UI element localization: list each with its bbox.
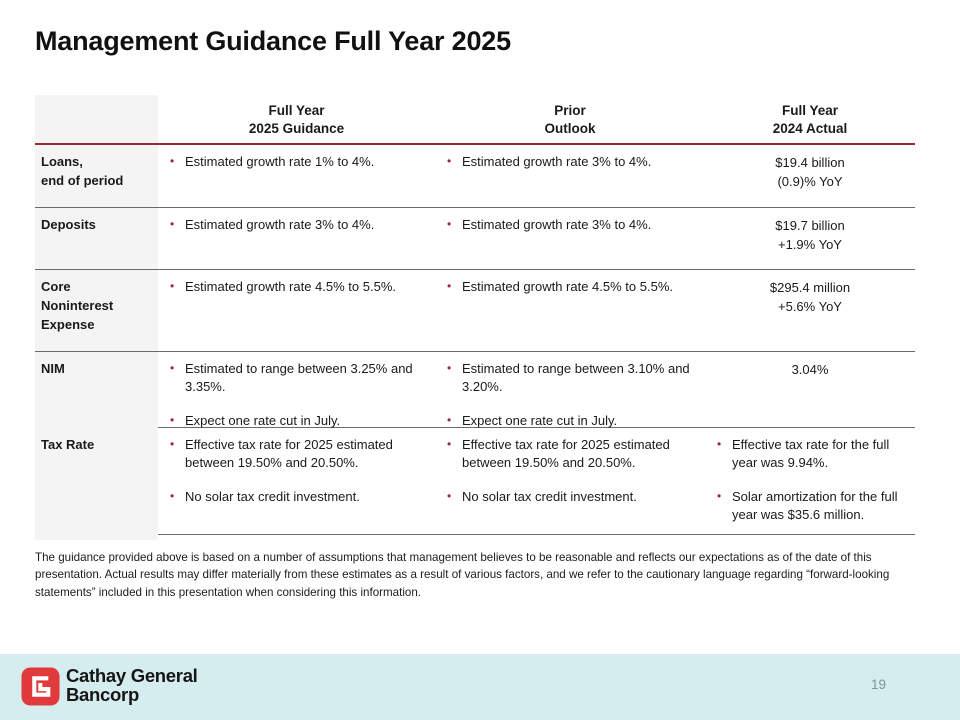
cell-2025-guidance: • Estimated growth rate 1% to 4%. (158, 145, 435, 207)
row-label: Loans, end of period (35, 145, 158, 207)
bullet-item: • Effective tax rate for 2025 estimated b… (447, 436, 691, 471)
bullet-item: • Estimated to range between 3.10% and 3.… (447, 360, 691, 395)
guidance-bullets: • Estimated growth rate 3% to 4%. (170, 216, 421, 234)
bullet-item: • Expect one rate cut in July. (170, 412, 421, 430)
bullet-text: Estimated growth rate 3% to 4%. (185, 217, 375, 232)
bullet-text: Estimated growth rate 4.5% to 5.5%. (462, 279, 673, 294)
table-row: Core Noninterest Expense • Estimated growt… (35, 270, 915, 352)
header-cell-prior-outlook: Prior Outlook (544, 103, 596, 137)
table-body: Loans, end of period • Estimated growth ra… (35, 145, 915, 541)
cell-prior-outlook: • Estimated to range between 3.10% and 3.… (435, 352, 705, 447)
bullet-text: Effective tax rate for the full year was… (732, 437, 890, 470)
prior-bullets: • Estimated to range between 3.10% and 3.… (447, 360, 691, 430)
bullet-text: Effective tax rate for 2025 estimated be… (185, 437, 393, 470)
bullet-icon: • (447, 154, 452, 168)
table-row: Tax Rate • Effective tax rate for 2025 est… (35, 428, 915, 541)
bullet-text: Expect one rate cut in July. (185, 413, 341, 429)
bullet-text: Estimated to range between 3.10% and 3.2… (462, 361, 690, 394)
row-label: Core Noninterest Expense (35, 270, 158, 351)
bullet-text: Estimated growth rate 3% to 4%. (462, 217, 652, 232)
brand-line1: Cathay General (66, 665, 198, 686)
bullet-item: • Estimated growth rate 3% to 4%. (447, 216, 691, 234)
cell-2025-guidance: • Effective tax rate for 2025 estimated b… (158, 428, 435, 540)
footer-bar: Cathay General Bancorp 19 (0, 654, 960, 720)
guidance-bullets: • Effective tax rate for 2025 estimated b… (170, 436, 421, 506)
actual-bullets: • Effective tax rate for the full year wa… (717, 436, 901, 523)
bullet-item: • Estimated growth rate 4.5% to 5.5%. (447, 278, 691, 296)
bullet-item: • Estimated growth rate 1% to 4%. (170, 153, 421, 171)
bullet-item: • Effective tax rate for the full year wa… (717, 436, 901, 471)
bullet-text: Effective tax rate for 2025 estimated be… (462, 437, 670, 470)
cell-2025-guidance: • Estimated growth rate 4.5% to 5.5%. (158, 270, 435, 351)
brand-wordmark: Cathay General Bancorp (66, 666, 198, 705)
bullet-icon: • (447, 217, 452, 231)
guidance-table: Full Year 2025 Guidance Prior Outlook Fu… (35, 95, 915, 541)
bullet-icon: • (447, 279, 452, 293)
bullet-item: • Expect one rate cut in July. (447, 412, 691, 430)
bullet-icon: • (170, 217, 175, 231)
cathay-logo-icon (21, 667, 60, 706)
bullet-item: • Effective tax rate for 2025 estimated b… (170, 436, 421, 471)
bullet-item: • Estimated growth rate 4.5% to 5.5%. (170, 278, 421, 296)
bullet-text: Solar amortization for the full year was… (732, 489, 898, 522)
page-number: 19 (870, 677, 886, 692)
footnote: The guidance provided above is based on … (35, 551, 890, 599)
guidance-bullets: • Estimated growth rate 4.5% to 5.5%. (170, 278, 421, 296)
table-row: NIM • Estimated to range between 3.25% and… (35, 352, 915, 447)
bullet-item: • Estimated growth rate 3% to 4%. (447, 153, 691, 171)
bullet-icon: • (717, 489, 722, 504)
cell-prior-outlook: • Effective tax rate for 2025 estimated b… (435, 428, 705, 540)
cell-2025-guidance: • Estimated growth rate 3% to 4%. (158, 208, 435, 269)
table-header-row: Full Year 2025 Guidance Prior Outlook Fu… (35, 95, 915, 145)
cell-2024-actual: 3.04% (791, 362, 829, 377)
bullet-icon: • (717, 437, 722, 451)
header-cell-empty (35, 95, 158, 143)
cell-2024-actual: • Effective tax rate for the full year wa… (705, 428, 915, 540)
brand-line2: Bancorp (66, 684, 139, 706)
bullet-icon: • (170, 437, 175, 451)
bullet-text: Expect one rate cut in July. (462, 413, 618, 429)
cell-prior-outlook: • Estimated growth rate 3% to 4%. (435, 208, 705, 269)
bullet-icon: • (170, 154, 175, 168)
cell-prior-outlook: • Estimated growth rate 4.5% to 5.5%. (435, 270, 705, 351)
cell-2024-actual: $295.4 million +5.6% YoY (769, 280, 851, 314)
prior-bullets: • Estimated growth rate 3% to 4%. (447, 153, 691, 171)
prior-bullets: • Effective tax rate for 2025 estimated b… (447, 436, 691, 506)
bullet-text: Estimated growth rate 1% to 4%. (185, 154, 375, 169)
cell-2024-actual: $19.4 billion (0.9)% YoY (775, 155, 845, 189)
table-row: Loans, end of period • Estimated growth ra… (35, 145, 915, 208)
bullet-text: Estimated to range between 3.25% and 3.3… (185, 361, 413, 394)
cell-prior-outlook: • Estimated growth rate 3% to 4%. (435, 145, 705, 207)
bullet-text: No solar tax credit investment. (185, 489, 360, 505)
header-cell-2024-actual: Full Year 2024 Actual (772, 103, 848, 137)
bullet-icon: • (447, 413, 452, 428)
bullet-text: Estimated growth rate 4.5% to 5.5%. (185, 279, 396, 294)
cell-2024-actual: $19.7 billion +1.9% YoY (775, 218, 845, 252)
bullet-text: Estimated growth rate 3% to 4%. (462, 154, 652, 169)
table-row: Deposits • Estimated growth rate 3% to 4%.… (35, 208, 915, 270)
guidance-bullets: • Estimated to range between 3.25% and 3.… (170, 360, 421, 430)
bullet-item: • No solar tax credit investment. (447, 488, 691, 506)
prior-bullets: • Estimated growth rate 3% to 4%. (447, 216, 691, 234)
row-label: Deposits (35, 208, 158, 269)
bullet-text: No solar tax credit investment. (462, 489, 637, 505)
cell-2025-guidance: • Estimated to range between 3.25% and 3.… (158, 352, 435, 447)
bullet-icon: • (170, 361, 175, 375)
bullet-icon: • (170, 413, 175, 428)
header-cell-2025-guidance: Full Year 2025 Guidance (248, 103, 345, 137)
bullet-icon: • (447, 437, 452, 451)
bullet-icon: • (447, 361, 452, 375)
row-label: Tax Rate (35, 428, 158, 541)
bullet-item: • Estimated to range between 3.25% and 3.… (170, 360, 421, 395)
bullet-item: • No solar tax credit investment. (170, 488, 421, 506)
bullet-item: • Solar amortization for the full year wa… (717, 488, 901, 523)
bullet-icon: • (447, 489, 452, 504)
page-title: Management Guidance Full Year 2025 (35, 26, 511, 56)
guidance-bullets: • Estimated growth rate 1% to 4%. (170, 153, 421, 171)
prior-bullets: • Estimated growth rate 4.5% to 5.5%. (447, 278, 691, 296)
bullet-icon: • (170, 489, 175, 504)
bullet-icon: • (170, 279, 175, 293)
bullet-item: • Estimated growth rate 3% to 4%. (170, 216, 421, 234)
